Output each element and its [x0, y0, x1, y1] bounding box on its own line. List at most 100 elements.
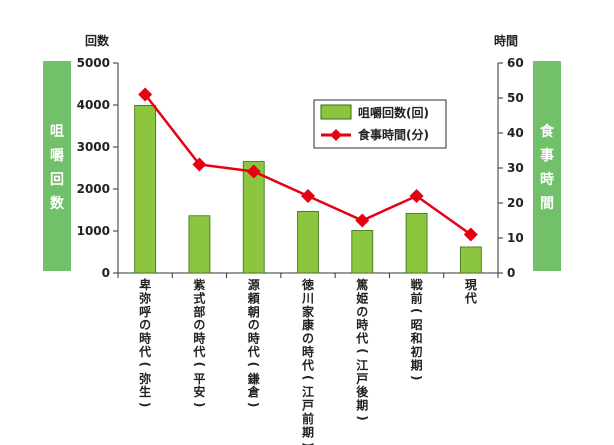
x-label-char: 頼	[247, 290, 261, 305]
right-tick-label: 30	[507, 161, 524, 175]
bar	[459, 246, 482, 274]
x-label-char: 現	[465, 278, 477, 292]
legend-line-marker	[330, 129, 342, 141]
x-label-char: 弥	[139, 290, 151, 305]
right-tick-label: 10	[507, 231, 524, 245]
x-label-char: 紫	[193, 277, 205, 292]
x-label-char: 姫	[356, 290, 368, 305]
line-point	[246, 164, 261, 179]
legend: 咀嚼回数(回) 食事時間(分)	[313, 99, 447, 149]
x-label-char: 前	[411, 290, 423, 305]
line-point	[463, 227, 478, 242]
x-label-char: )	[192, 402, 206, 407]
x-label-char: の	[248, 318, 260, 332]
line-point	[301, 189, 315, 203]
x-label-char: 江	[356, 357, 368, 372]
x-label-char: (	[355, 348, 369, 353]
side-label-char: 間	[540, 196, 554, 212]
x-label-char: 源	[248, 277, 260, 292]
x-label-char: 代	[355, 331, 368, 346]
x-label-char: 式	[193, 290, 205, 305]
left-tick-label: 2000	[77, 182, 110, 196]
right-axis-title: 時間	[494, 33, 518, 48]
x-label-char: 時	[193, 331, 205, 346]
legend-bar-swatch	[320, 104, 352, 120]
side-label-char: 事	[540, 147, 554, 164]
left-side-panel	[43, 61, 71, 271]
x-label-char: 時	[139, 331, 151, 346]
left-side-label: 咀嚼回数	[50, 124, 65, 212]
x-label-char: 期	[302, 424, 314, 439]
x-label-char: 代	[301, 357, 314, 372]
x-label-char: )	[138, 402, 152, 407]
x-label-char: 川	[301, 291, 314, 305]
bar	[351, 230, 374, 274]
side-label-char: 咀	[50, 124, 64, 140]
x-label-char: 卑	[139, 277, 151, 292]
right-side-panel	[533, 61, 561, 271]
legend-bar-label: 咀嚼回数(回)	[358, 105, 429, 120]
x-label-char: 昭	[411, 318, 423, 332]
x-label-char: 前	[302, 411, 314, 426]
x-axis-ticks	[117, 273, 499, 278]
left-tick-label: 1000	[77, 224, 110, 238]
x-label-char: 代	[464, 290, 477, 305]
x-label-char: 安	[193, 384, 205, 399]
bar	[242, 161, 265, 274]
x-label-char: )	[355, 415, 369, 420]
right-tick-label: 40	[507, 126, 524, 140]
x-label-char: 弥	[139, 371, 151, 386]
x-label-char: 徳	[301, 277, 314, 292]
side-label-char: 時	[540, 171, 554, 188]
x-label-char: 康	[302, 317, 315, 332]
x-label-char: 代	[192, 344, 205, 359]
x-label-char: の	[302, 332, 314, 346]
x-label-char: 江	[302, 384, 314, 399]
side-label-char: 食	[540, 123, 555, 140]
x-label-char: 朝	[248, 304, 260, 319]
line-point	[138, 87, 153, 102]
bar	[188, 215, 211, 274]
left-tick-label: 3000	[77, 140, 110, 154]
x-label-char: (	[247, 362, 261, 367]
left-axis-ticks: 0 1000 2000 3000 4000 5000	[77, 56, 118, 280]
side-label-char: 数	[50, 195, 65, 212]
x-label-char: )	[410, 375, 424, 380]
x-label-char: 戸	[356, 372, 368, 386]
x-label-char: 代	[138, 344, 151, 359]
x-label-char: 篤	[356, 277, 368, 292]
right-tick-label: 20	[507, 196, 524, 210]
x-label-char: 期	[411, 357, 423, 372]
right-tick-label: 50	[507, 91, 524, 105]
bar	[405, 212, 428, 274]
line-point	[355, 213, 370, 228]
x-label-char: の	[193, 318, 205, 332]
right-tick-label: 0	[507, 266, 515, 280]
x-label-char: 鎌	[247, 371, 260, 386]
x-label-char: 代	[247, 344, 260, 359]
x-label-char: 時	[356, 317, 368, 332]
left-tick-label: 4000	[77, 98, 110, 112]
right-tick-label: 60	[507, 56, 524, 70]
x-label-char: 生	[139, 384, 151, 399]
left-tick-label: 0	[102, 266, 110, 280]
x-label-char: 戦	[411, 277, 424, 292]
x-label-char: 期	[356, 398, 368, 413]
x-label-char: 平	[193, 372, 205, 386]
x-label-char: 部	[193, 304, 205, 319]
x-label-char: (	[138, 362, 152, 367]
x-label-char: 家	[302, 304, 315, 319]
x-label-char: の	[356, 305, 368, 319]
x-label-char: )	[247, 402, 261, 407]
bar-series	[134, 105, 482, 274]
x-tick-label: 現代	[464, 278, 477, 305]
line-point	[192, 157, 207, 172]
x-label-char: 時	[248, 331, 260, 346]
x-label-char: 倉	[247, 384, 261, 399]
right-axis-ticks: 0 10 20 30 40 50 60	[498, 56, 524, 280]
